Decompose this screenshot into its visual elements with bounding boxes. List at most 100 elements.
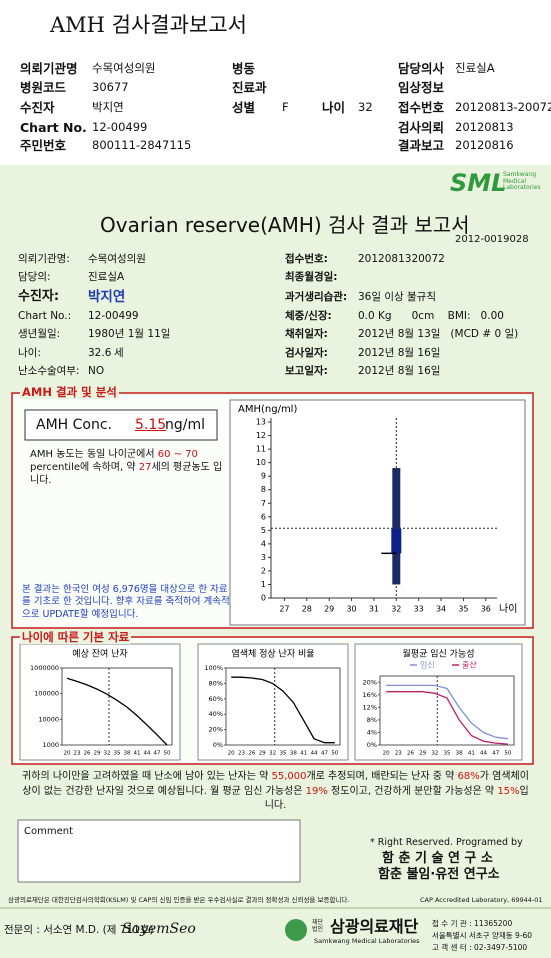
org-prefix: 재단법인 — [312, 919, 324, 933]
field-label: 담당의사 — [398, 61, 445, 76]
mini-chart-panel — [19, 643, 181, 761]
y-tick-label: 20% — [209, 726, 223, 734]
info-label: 체중/신장: — [285, 310, 332, 322]
x-tick-label: 31 — [369, 605, 379, 614]
plot-frame — [61, 667, 173, 746]
info-label: 수진자: — [18, 289, 60, 304]
x-tick-label: 26 — [407, 751, 414, 757]
highlight: 68% — [457, 771, 480, 782]
credit: 함춘 불임·유전 연구소 — [378, 867, 500, 882]
info-label: 최종월경일: — [285, 271, 338, 283]
y-tick-label: 4% — [367, 728, 377, 736]
y-tick-label: 0% — [213, 741, 223, 749]
x-tick-label: 29 — [419, 751, 426, 757]
info-value: 2012년 8월 13일 (MCD # 0 일) — [358, 328, 519, 340]
x-tick-label: 26 — [84, 751, 91, 757]
mini-chart-title: 월평균 임신 가능성 — [403, 648, 475, 660]
y-tick-label: 11 — [256, 445, 266, 454]
info-value: 2012081320072 — [358, 253, 445, 265]
info-value: 2012년 8월 16일 — [358, 365, 441, 377]
x-tick-label: 32 — [431, 751, 438, 757]
y-tick-label: 6 — [261, 512, 266, 521]
x-tick-label: 26 — [248, 751, 255, 757]
org-name: 삼광의료재단 — [330, 917, 419, 936]
x-tick-label: 34 — [436, 605, 446, 614]
y-tick-label: 0% — [367, 741, 377, 749]
field-label: 검사의뢰 — [398, 120, 445, 135]
x-tick-label: 32 — [391, 605, 401, 614]
mini-chart-title: 예상 잔여 난자 — [72, 648, 128, 660]
mini-chart-panel — [354, 643, 523, 761]
report-title: Ovarian reserve(AMH) 검사 결과 보고서 — [100, 213, 470, 237]
info-label: 과거생리습관: — [285, 291, 348, 303]
basic-heading: 나이에 따른 기본 자료 — [20, 630, 132, 644]
highlight: 27 — [138, 462, 152, 473]
x-tick-label: 29 — [324, 605, 334, 614]
field-label: 진료과 — [232, 80, 267, 95]
y-tick-label: 7 — [261, 499, 266, 508]
field-value: 12-00499 — [92, 120, 148, 134]
info-value: 1980년 1월 11일 — [88, 328, 171, 340]
field-label: 병동 — [232, 61, 256, 76]
text-run: 정도이고, 건강하게 분만할 가능성은 약 — [327, 785, 498, 797]
field-label: 결과보고 — [398, 138, 445, 153]
info-value: 박지연 — [88, 289, 126, 305]
contact: 접 수 기 관 : 11365200 — [432, 919, 513, 928]
x-tick-label: 33 — [414, 605, 424, 614]
x-axis-title: 나이 — [499, 603, 517, 615]
x-tick-label: 20 — [228, 751, 235, 757]
highlight: 55,000 — [271, 771, 307, 782]
x-tick-label: 20 — [64, 751, 71, 757]
y-tick-label: 100% — [204, 664, 223, 672]
amh-conc-box — [24, 409, 218, 441]
x-tick-label: 50 — [504, 751, 511, 757]
range-bar — [392, 468, 401, 585]
series-line — [66, 677, 168, 746]
info-label: Chart No.: — [18, 310, 72, 322]
y-tick-label: 16% — [363, 691, 377, 699]
x-tick-label: 23 — [74, 751, 81, 757]
highlight: 19% — [305, 785, 328, 797]
info-label: 보고일자: — [285, 365, 328, 377]
info-label: 의뢰기관명: — [18, 253, 70, 265]
y-tick-label: 3 — [261, 553, 266, 562]
y-tick-label: 10 — [256, 458, 266, 467]
field-label: 접수번호 — [398, 100, 445, 115]
info-label: 생년월일: — [18, 328, 61, 340]
series-line — [231, 676, 335, 744]
text-run: percentile에 속하며, 약 — [30, 462, 139, 473]
field-value: 20120813 — [455, 120, 514, 134]
info-value: 2012년 8월 16일 — [358, 347, 441, 359]
info-value: NO — [88, 365, 105, 377]
x-tick-label: 23 — [238, 751, 245, 757]
info-label: 검사일자: — [285, 347, 328, 359]
x-tick-label: 35 — [458, 605, 468, 614]
x-tick-label: 47 — [321, 751, 328, 757]
field-label: 수진자 — [20, 100, 55, 115]
comment-box — [17, 819, 301, 883]
legend-label: 임신 — [420, 661, 435, 670]
x-tick-label: 30 — [346, 605, 356, 614]
info-unit: 세 — [114, 347, 124, 359]
x-tick-label: 20 — [383, 751, 390, 757]
x-tick-label: 35 — [280, 751, 287, 757]
y-axis-title: AMH(ng/ml) — [238, 404, 297, 415]
y-tick-label: 8 — [261, 485, 266, 494]
logo-subtitle: Samkwang Medical Laboratories — [503, 171, 541, 192]
info-value: 진료실A — [88, 271, 125, 283]
field-value: F — [282, 100, 289, 114]
y-tick-label: 60% — [209, 695, 223, 703]
x-tick-label: 38 — [290, 751, 297, 757]
amh-label: AMH Conc. — [36, 417, 112, 433]
credit: * Right Reserved. Programed by — [370, 837, 523, 848]
x-tick-label: 28 — [302, 605, 312, 614]
y-tick-label: 9 — [261, 472, 266, 481]
y-tick-label: 0 — [261, 594, 266, 603]
field-value: 박지연 — [92, 100, 124, 114]
info-label: 채취일자: — [285, 328, 328, 340]
x-tick-label: 47 — [492, 751, 499, 757]
org-english: Samkwang Medical Laboratories — [314, 937, 420, 945]
info-label: 담당의: — [18, 271, 51, 283]
info-value: 36일 이상 불규칙 — [358, 291, 436, 303]
